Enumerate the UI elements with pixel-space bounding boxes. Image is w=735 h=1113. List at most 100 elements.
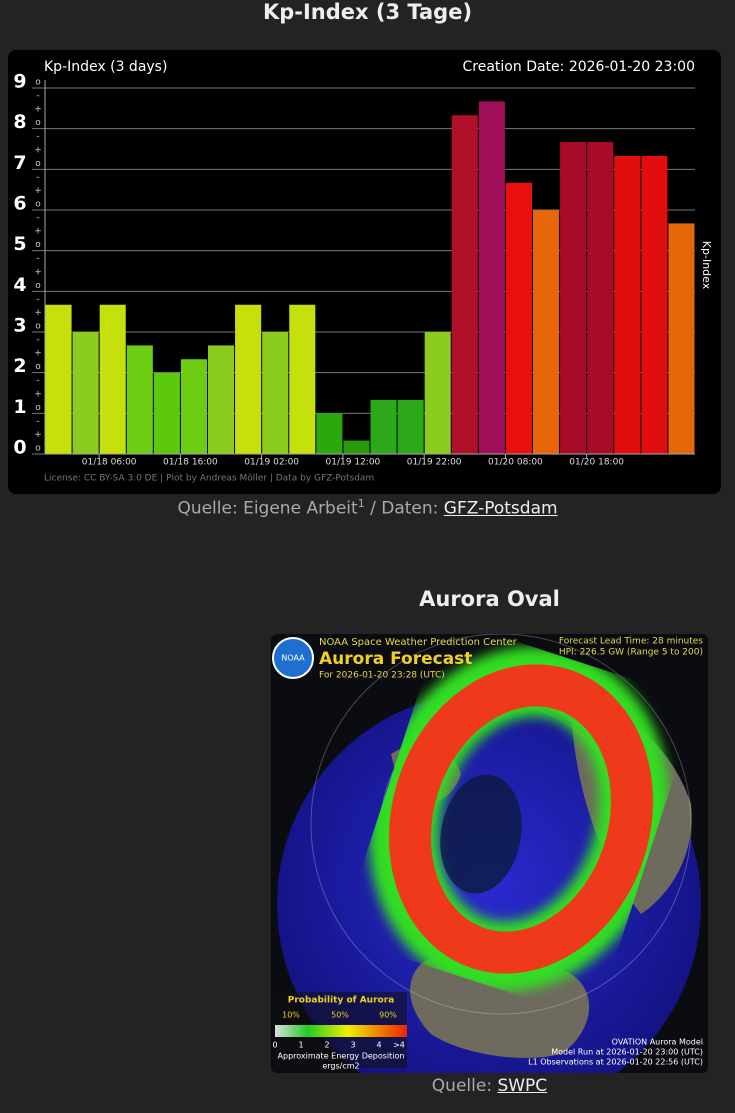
legend-title: Probability of Aurora <box>288 996 394 1006</box>
y-sub-label: o <box>35 118 41 128</box>
bar <box>505 182 532 454</box>
x-tick-label: 01/19 02:00 <box>244 458 299 468</box>
y-sub-label: + <box>34 389 42 399</box>
bar <box>289 304 316 454</box>
aurora-image: NOAA NOAA Space Weather Prediction Cente… <box>271 634 708 1073</box>
model: OVATION Aurora Model <box>612 1038 703 1047</box>
y-tick-label: 8 <box>13 111 26 133</box>
bar <box>424 332 451 454</box>
energy-tick: 4 <box>376 1041 381 1050</box>
agency: NOAA Space Weather Prediction Center <box>319 637 518 648</box>
y-sub-label: + <box>34 349 42 359</box>
y-tick-label: 2 <box>13 355 26 377</box>
y-sub-label: o <box>35 281 41 291</box>
energy-tick: 2 <box>324 1041 329 1050</box>
y-tick-label: 7 <box>13 152 26 174</box>
grid-circle <box>310 634 692 1015</box>
lead-time: Forecast Lead Time: 28 minutes <box>559 637 703 647</box>
bar <box>614 155 641 454</box>
y-sub-label: o <box>35 403 41 413</box>
y-sub-label: - <box>36 294 39 304</box>
x-tick-label: 01/19 12:00 <box>326 458 381 468</box>
y-sub-label: + <box>34 267 42 277</box>
bar <box>72 332 99 454</box>
bar <box>208 345 235 454</box>
y-sub-label: - <box>36 213 39 223</box>
y-tick-label: 4 <box>13 274 26 296</box>
energy-tick: 1 <box>298 1041 303 1050</box>
y-sub-label: + <box>34 105 42 115</box>
y-sub-label: - <box>36 376 39 386</box>
probability: 90% <box>379 1011 397 1020</box>
y-sub-label: - <box>36 132 39 142</box>
y-sub-label: o <box>35 78 41 88</box>
energy-tick: 0 <box>272 1041 277 1050</box>
aurora-caption: Quelle: SWPC <box>271 1076 708 1096</box>
logo-text: NOAA <box>281 654 305 663</box>
y-sub-label: + <box>34 145 42 155</box>
oval-center <box>440 774 522 894</box>
energy-unit: ergs/cm2 <box>322 1062 359 1071</box>
y-sub-label: o <box>35 240 41 250</box>
chart-subtitle: Creation Date: 2026-01-20 23:00 <box>463 59 695 75</box>
x-tick-label: 01/18 16:00 <box>163 458 218 468</box>
source-link[interactable]: GFZ-Potsdam <box>443 498 558 519</box>
y-tick-label: 1 <box>13 396 26 418</box>
y-tick-label: 6 <box>13 193 26 215</box>
x-tick-label: 01/18 06:00 <box>82 458 137 468</box>
bar <box>397 399 424 454</box>
probability: 10% <box>282 1011 300 1020</box>
y-sub-label: - <box>36 254 39 264</box>
footnote: 1 <box>357 497 365 510</box>
aurora-oval-inner <box>389 664 653 974</box>
bar <box>478 101 505 455</box>
y-sub-label: o <box>35 444 41 454</box>
y-sub-label: + <box>34 227 42 237</box>
bar <box>99 304 126 454</box>
bar <box>370 399 397 454</box>
y-tick-label: 3 <box>13 315 26 337</box>
bar <box>560 142 587 454</box>
y-sub-label: - <box>36 335 39 345</box>
bar <box>316 413 343 454</box>
kp-caption: Quelle: Eigene Arbeit1 / Daten: GFZ-Pots… <box>0 497 735 519</box>
caption-text: Quelle: Eigene Arbeit <box>177 498 358 519</box>
l1-observations: L1 Observations at 2026-01-20 22:56 (UTC… <box>528 1058 703 1067</box>
x-tick-label: 01/20 18:00 <box>569 458 624 468</box>
bar <box>641 155 668 454</box>
energy-tick: 3 <box>350 1041 355 1050</box>
bar <box>262 332 289 454</box>
bar <box>126 345 153 454</box>
probability: 50% <box>331 1011 349 1020</box>
bar <box>45 304 72 454</box>
bar <box>668 223 695 454</box>
y-sub-label: - <box>36 91 39 101</box>
bar <box>587 142 614 454</box>
chart-footer: License: CC BY-SA 3.0 DE | Plot by Andre… <box>44 474 374 484</box>
image-heading: Aurora Forecast <box>319 649 472 669</box>
chart-title: Kp-Index (3 days) <box>44 59 167 75</box>
energy-label: Approximate Energy Deposition <box>278 1052 405 1061</box>
bar <box>343 440 370 454</box>
y-sub-label: + <box>34 308 42 318</box>
y-sub-label: o <box>35 200 41 210</box>
bar <box>235 304 262 454</box>
noaa-logo <box>272 637 314 679</box>
y-sub-label: o <box>35 322 41 332</box>
y-sub-label: + <box>34 430 42 440</box>
bar <box>451 115 478 454</box>
page-title: Kp-Index (3 Tage) <box>262 0 473 24</box>
model-run: Model Run at 2026-01-20 23:00 (UTC) <box>551 1048 703 1057</box>
y-axis-label: Kp-Index <box>700 241 713 290</box>
y-sub-label: o <box>35 362 41 372</box>
y-sub-label: - <box>36 172 39 182</box>
section-title: Aurora Oval <box>419 587 560 611</box>
bar <box>180 359 207 454</box>
source-link[interactable]: SWPC <box>497 1076 548 1096</box>
y-sub-label: - <box>36 416 39 426</box>
y-sub-label: o <box>35 159 41 169</box>
y-tick-label: 9 <box>13 71 26 93</box>
bar <box>153 372 180 454</box>
kp-chart: Kp-Index (3 days) Creation Date: 2026-01… <box>8 50 721 494</box>
